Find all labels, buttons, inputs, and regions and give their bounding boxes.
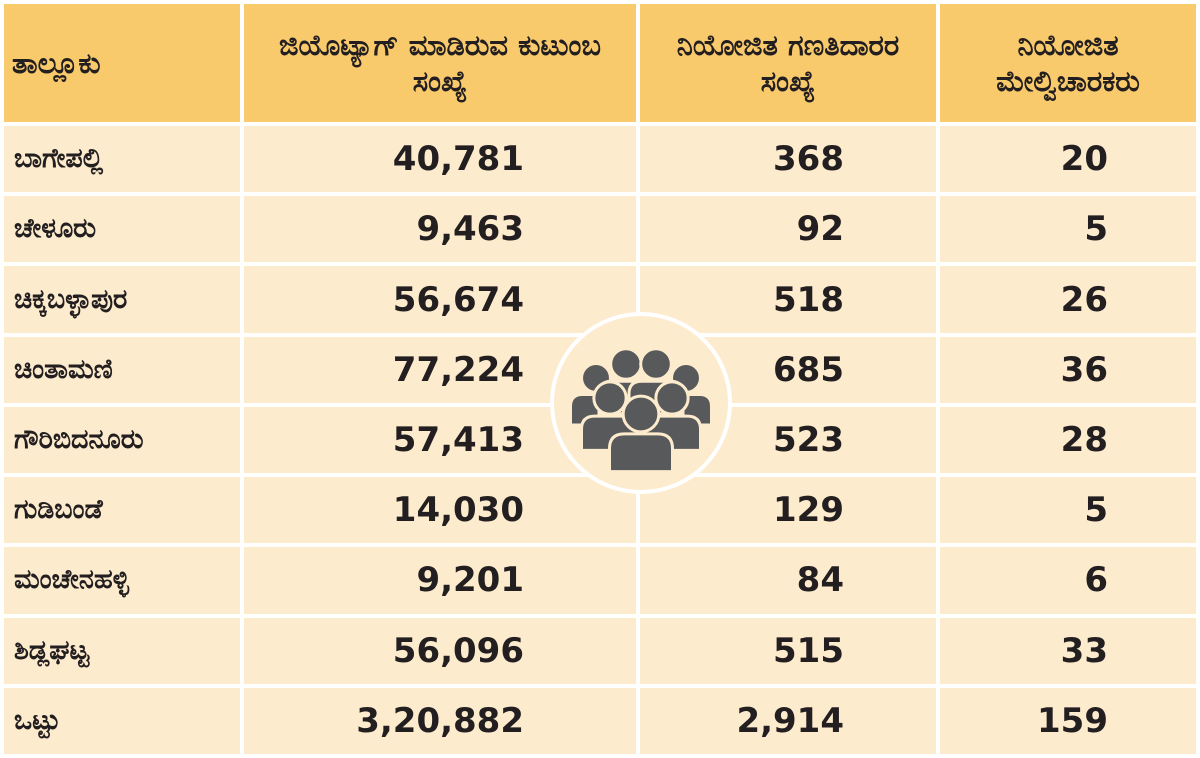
- person-head: [609, 347, 643, 381]
- cell-families: 56,674: [244, 266, 636, 333]
- header-row: ತಾಲ್ಲೂಕು ಜಿಯೊಟ್ಯಾಗ್ ಮಾಡಿರುವ ಕುಟುಂಬ ಸಂಖ್ಯ…: [4, 4, 1196, 122]
- cell-families: 14,030: [244, 477, 636, 544]
- cell-enumerators: 515: [640, 617, 936, 684]
- table-row: ಮಂಚೇನಹಳ್ಳಿ 9,201 84 6: [4, 547, 1196, 614]
- cell-taluk: ಬಾಗೇಪಲ್ಲಿ: [4, 126, 240, 193]
- person-head: [592, 380, 628, 416]
- cell-supervisors: 5: [940, 477, 1196, 544]
- cell-enumerators: 84: [640, 547, 936, 614]
- cell-supervisors: 28: [940, 406, 1196, 474]
- cell-families: 56,096: [244, 617, 636, 684]
- cell-taluk: ಚಿಂತಾಮಣಿ: [4, 336, 240, 403]
- person-body: [608, 432, 674, 474]
- cell-taluk: ಚಿಕ್ಕಬಳ್ಳಾಪುರ: [4, 266, 240, 333]
- cell-enumerators: 92: [640, 196, 936, 263]
- person-head: [639, 347, 673, 381]
- cell-supervisors: 5: [940, 196, 1196, 263]
- cell-families: 40,781: [244, 126, 636, 193]
- cell-supervisors: 33: [940, 617, 1196, 684]
- cell-taluk: ಗುಡಿಬಂಡೆ: [4, 477, 240, 544]
- total-row: ಒಟ್ಟು 3,20,882 2,914 159: [4, 687, 1196, 754]
- cell-enumerators: 129: [640, 477, 936, 544]
- cell-taluk: ಚೇಳೂರು: [4, 196, 240, 263]
- header-enumerators: ನಿಯೋಜಿತ ಗಣತಿದಾರರ ಸಂಖ್ಯೆ: [640, 4, 936, 122]
- table-row: ಚೇಳೂರು 9,463 92 5: [4, 196, 1196, 263]
- cell-total-label: ಒಟ್ಟು: [4, 687, 240, 754]
- header-supervisors: ನಿಯೋಜಿತ ಮೇಲ್ವಿಚಾರಕರು: [940, 4, 1196, 122]
- person-head: [654, 380, 690, 416]
- table-row: ಗೌರಿಬಿದನೂರು 57,413 523 28: [4, 406, 1196, 474]
- cell-enumerators: 518: [640, 266, 936, 333]
- cell-supervisors: 36: [940, 336, 1196, 403]
- cell-families: 9,463: [244, 196, 636, 263]
- cell-supervisors: 26: [940, 266, 1196, 333]
- cell-supervisors: 6: [940, 547, 1196, 614]
- cell-families: 9,201: [244, 547, 636, 614]
- person-head: [621, 394, 661, 434]
- header-taluk: ತಾಲ್ಲೂಕು: [4, 4, 240, 122]
- header-geotagged-families: ಜಿಯೊಟ್ಯಾಗ್ ಮಾಡಿರುವ ಕುಟುಂಬ ಸಂಖ್ಯೆ: [244, 4, 636, 122]
- cell-supervisors: 20: [940, 126, 1196, 193]
- table-row: ಶಿಡ್ಲಘಟ್ಟ 56,096 515 33: [4, 617, 1196, 684]
- cell-enumerators: 368: [640, 126, 936, 193]
- cell-total-enumerators: 2,914: [640, 687, 936, 754]
- cell-taluk: ಮಂಚೇನಹಳ್ಳಿ: [4, 547, 240, 614]
- people-badge: [550, 312, 732, 494]
- cell-taluk: ಗೌರಿಬಿದನೂರು: [4, 406, 240, 474]
- people-group-icon: [569, 347, 713, 474]
- cell-total-supervisors: 159: [940, 687, 1196, 754]
- table-row: ಗುಡಿಬಂಡೆ 14,030 129 5: [4, 477, 1196, 544]
- table-row: ಚಿಕ್ಕಬಳ್ಳಾಪುರ 56,674 518 26: [4, 266, 1196, 333]
- table-row: ಬಾಗೇಪಲ್ಲಿ 40,781 368 20: [4, 126, 1196, 193]
- cell-total-families: 3,20,882: [244, 687, 636, 754]
- cell-taluk: ಶಿಡ್ಲಘಟ್ಟ: [4, 617, 240, 684]
